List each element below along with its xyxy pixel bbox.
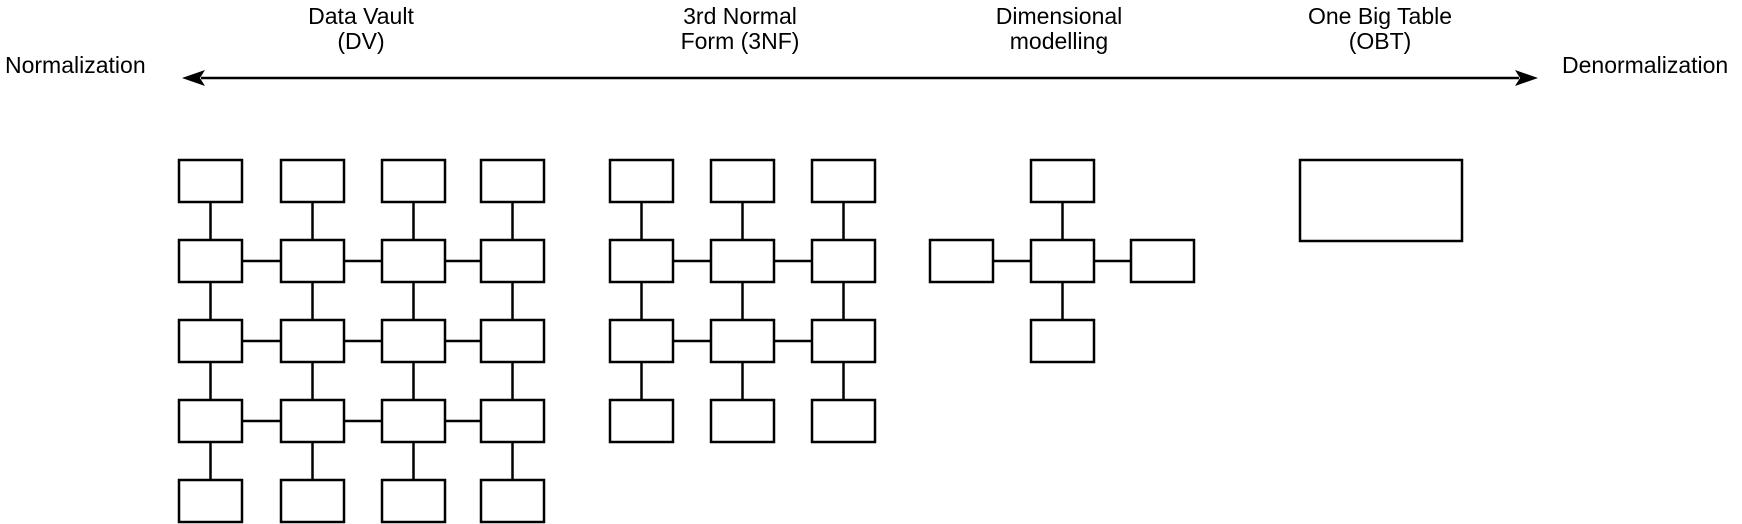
group-one-big-table xyxy=(1298,158,1464,243)
group-title-line: Dimensional xyxy=(995,3,1123,29)
table-box xyxy=(279,238,346,284)
table-box xyxy=(608,238,675,284)
table-box xyxy=(709,318,776,364)
table-box xyxy=(1029,158,1096,204)
arrowhead-left-icon xyxy=(182,70,205,86)
group-title-line: modelling xyxy=(1009,28,1109,54)
group-title-one-big-table: One Big Table (OBT) xyxy=(1308,4,1452,54)
table-box xyxy=(479,238,546,284)
table-box xyxy=(709,238,776,284)
group-third-normal-form xyxy=(608,158,877,444)
table-box xyxy=(177,398,244,444)
table-box xyxy=(810,398,877,444)
table-box xyxy=(380,158,447,204)
group-title-line: (DV) xyxy=(337,28,385,54)
table-box xyxy=(279,158,346,204)
group-title-line: Data Vault xyxy=(308,3,414,29)
table-box xyxy=(279,478,346,524)
group-title-line: 3rd Normal xyxy=(683,3,797,29)
axis-label-denormalization: Denormalization xyxy=(1562,52,1729,78)
table-box xyxy=(928,238,995,284)
table-box xyxy=(479,158,546,204)
table-box xyxy=(380,238,447,284)
group-title-third-normal-form: 3rd Normal Form (3NF) xyxy=(681,4,800,54)
table-box xyxy=(177,238,244,284)
table-box xyxy=(608,318,675,364)
group-dimensional-modelling xyxy=(928,158,1196,364)
table-box xyxy=(380,398,447,444)
table-box xyxy=(810,238,877,284)
table-box xyxy=(608,398,675,444)
table-box xyxy=(709,158,776,204)
table-box xyxy=(177,478,244,524)
axis-label-normalization: Normalization xyxy=(5,52,146,78)
group-title-line: One Big Table xyxy=(1307,3,1453,29)
table-box xyxy=(1298,158,1464,243)
table-box xyxy=(810,318,877,364)
table-box xyxy=(177,158,244,204)
table-box xyxy=(1029,238,1096,284)
table-box xyxy=(479,478,546,524)
table-box xyxy=(810,158,877,204)
group-title-dimensional-modelling: Dimensional modelling xyxy=(996,4,1123,54)
table-box xyxy=(380,478,447,524)
group-title-data-vault: Data Vault (DV) xyxy=(308,4,414,54)
table-box xyxy=(479,318,546,364)
table-box xyxy=(1029,318,1096,364)
arrowhead-right-icon xyxy=(1515,70,1538,86)
table-box xyxy=(380,318,447,364)
group-data-vault xyxy=(177,158,546,524)
table-box xyxy=(709,398,776,444)
table-box xyxy=(177,318,244,364)
table-box xyxy=(479,398,546,444)
table-box xyxy=(608,158,675,204)
group-title-line: (OBT) xyxy=(1348,28,1412,54)
table-box xyxy=(1129,238,1196,284)
group-title-line: Form (3NF) xyxy=(680,28,800,54)
table-box xyxy=(279,398,346,444)
table-box xyxy=(279,318,346,364)
